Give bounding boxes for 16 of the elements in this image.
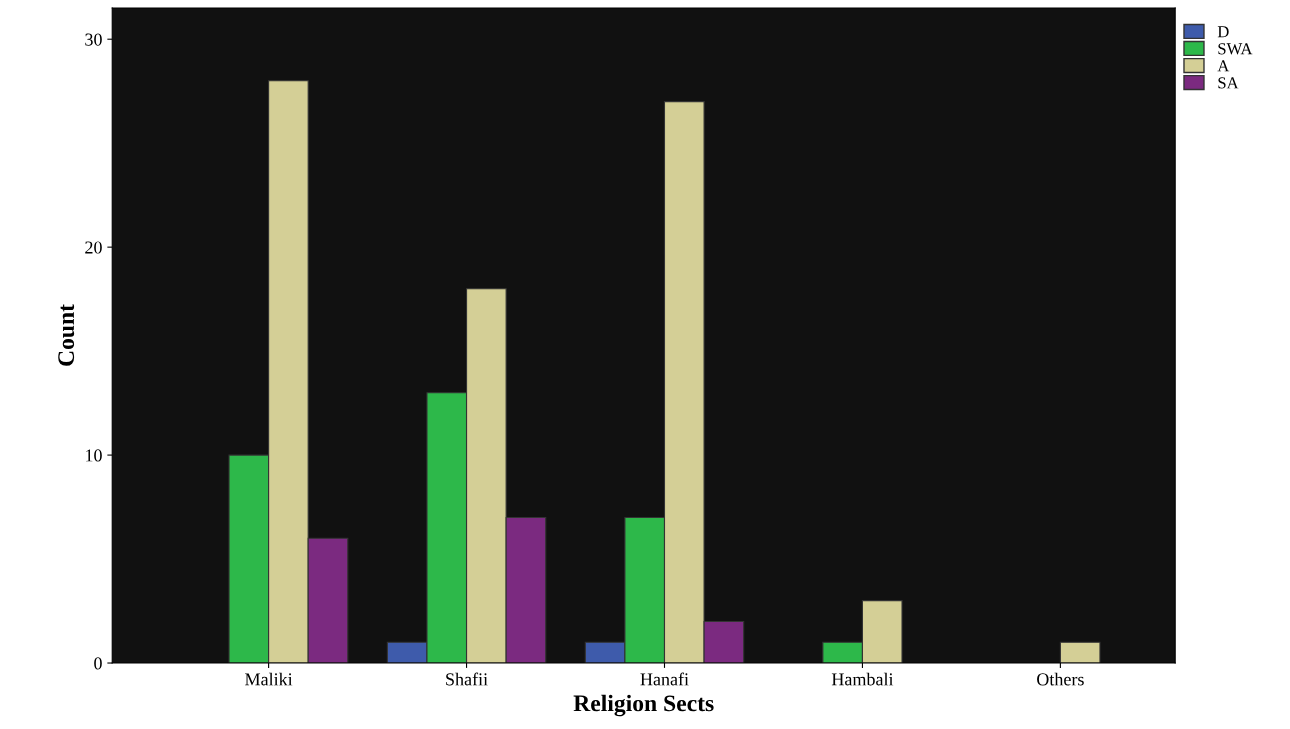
- bar: [1059, 641, 1101, 664]
- legend-label: D: [1217, 26, 1229, 38]
- x-axis-title: Religion Sects: [573, 694, 714, 717]
- legend-label: SA: [1218, 77, 1239, 89]
- legend-label: SWA: [1218, 43, 1253, 55]
- y-tick-label: 0: [94, 657, 102, 670]
- x-tick-label: Shafii: [446, 672, 488, 686]
- x-tick-label: Hambali: [831, 672, 894, 686]
- y-tick-label: 20: [85, 241, 102, 254]
- x-tick-label: Hanafi: [640, 672, 689, 686]
- x-tick-label: Others: [1037, 672, 1084, 686]
- y-tick-label: 10: [86, 449, 102, 462]
- y-tick-label: 30: [85, 33, 102, 46]
- legend-label: A: [1217, 60, 1230, 72]
- y-axis-title: Count: [58, 304, 75, 366]
- x-tick-label: Maliki: [245, 672, 293, 686]
